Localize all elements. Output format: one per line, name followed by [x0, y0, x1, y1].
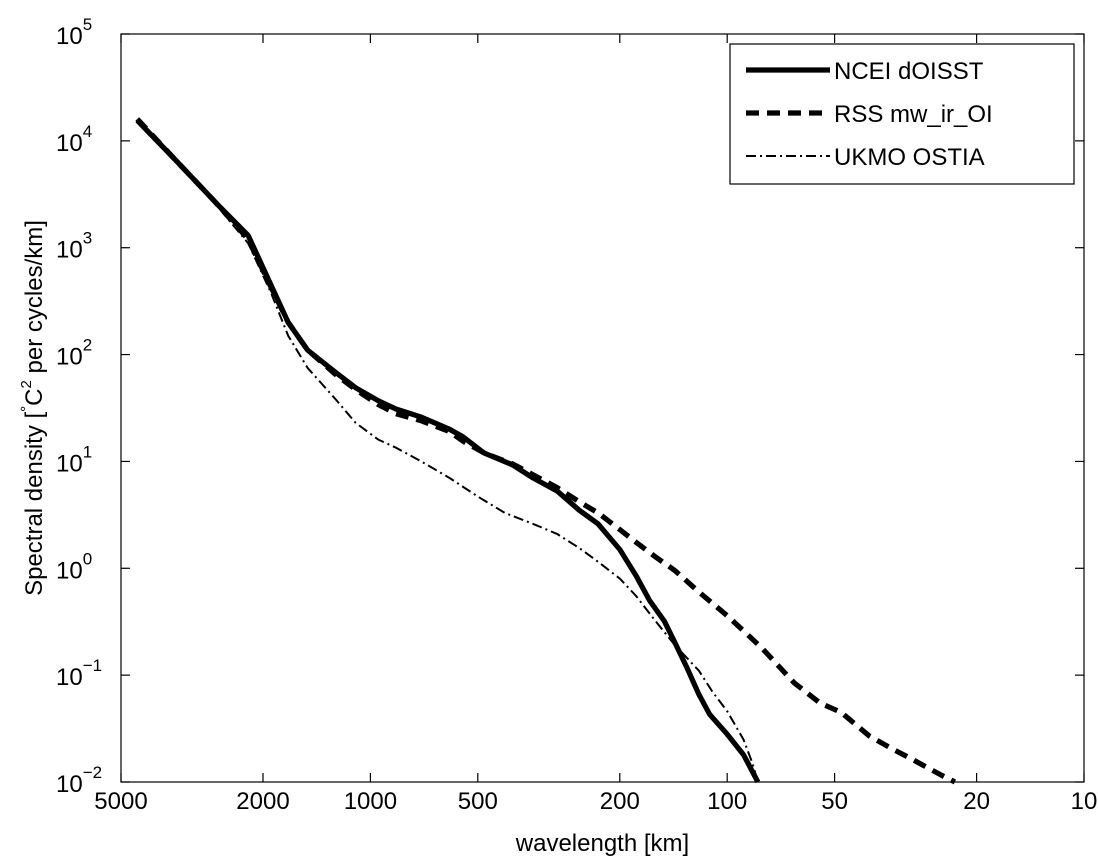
y-axis-ticks: 10−2 10−1 100 101 102 103 104 105	[56, 15, 1084, 798]
legend-label-3: UKMO OSTIA	[834, 144, 985, 171]
y-tick-label: 102	[56, 336, 92, 371]
legend-label-2: RSS mw_ir_OI	[834, 101, 993, 128]
plot-frame	[120, 33, 1085, 783]
y-tick-label: 105	[56, 15, 92, 50]
x-tick-label: 20	[963, 788, 990, 815]
x-tick-label: 5000	[94, 788, 147, 815]
y-tick-label: 100	[56, 549, 92, 584]
legend-box	[729, 43, 1075, 185]
x-tick-label: 1000	[344, 788, 397, 815]
x-tick-label: 10	[1071, 788, 1098, 815]
x-tick-label: 200	[600, 788, 640, 815]
x-tick-label: 500	[458, 788, 498, 815]
series-line-3	[136, 121, 759, 783]
x-tick-label: 50	[821, 788, 848, 815]
y-tick-label: 10−1	[56, 656, 102, 691]
x-tick-label: 2000	[236, 788, 289, 815]
legend-label-1: NCEI dOISST	[834, 58, 984, 85]
y-axis-label: Spectral density [°C2 per cycles/km]	[18, 220, 48, 596]
legend: NCEI dOISST RSS mw_ir_OI UKMO OSTIA	[729, 43, 1075, 185]
y-tick-label: 10−2	[56, 763, 102, 798]
x-tick-label: 100	[707, 788, 747, 815]
y-tick-label: 104	[56, 122, 92, 157]
y-tick-label: 101	[56, 442, 92, 477]
x-axis-ticks: 5000 2000 1000 500 200 100 50 20 10	[94, 34, 1097, 815]
y-tick-label: 103	[56, 229, 92, 264]
x-axis-label: wavelength [km]	[515, 830, 689, 857]
series-layer	[135, 117, 957, 785]
series-line-2	[135, 117, 957, 785]
